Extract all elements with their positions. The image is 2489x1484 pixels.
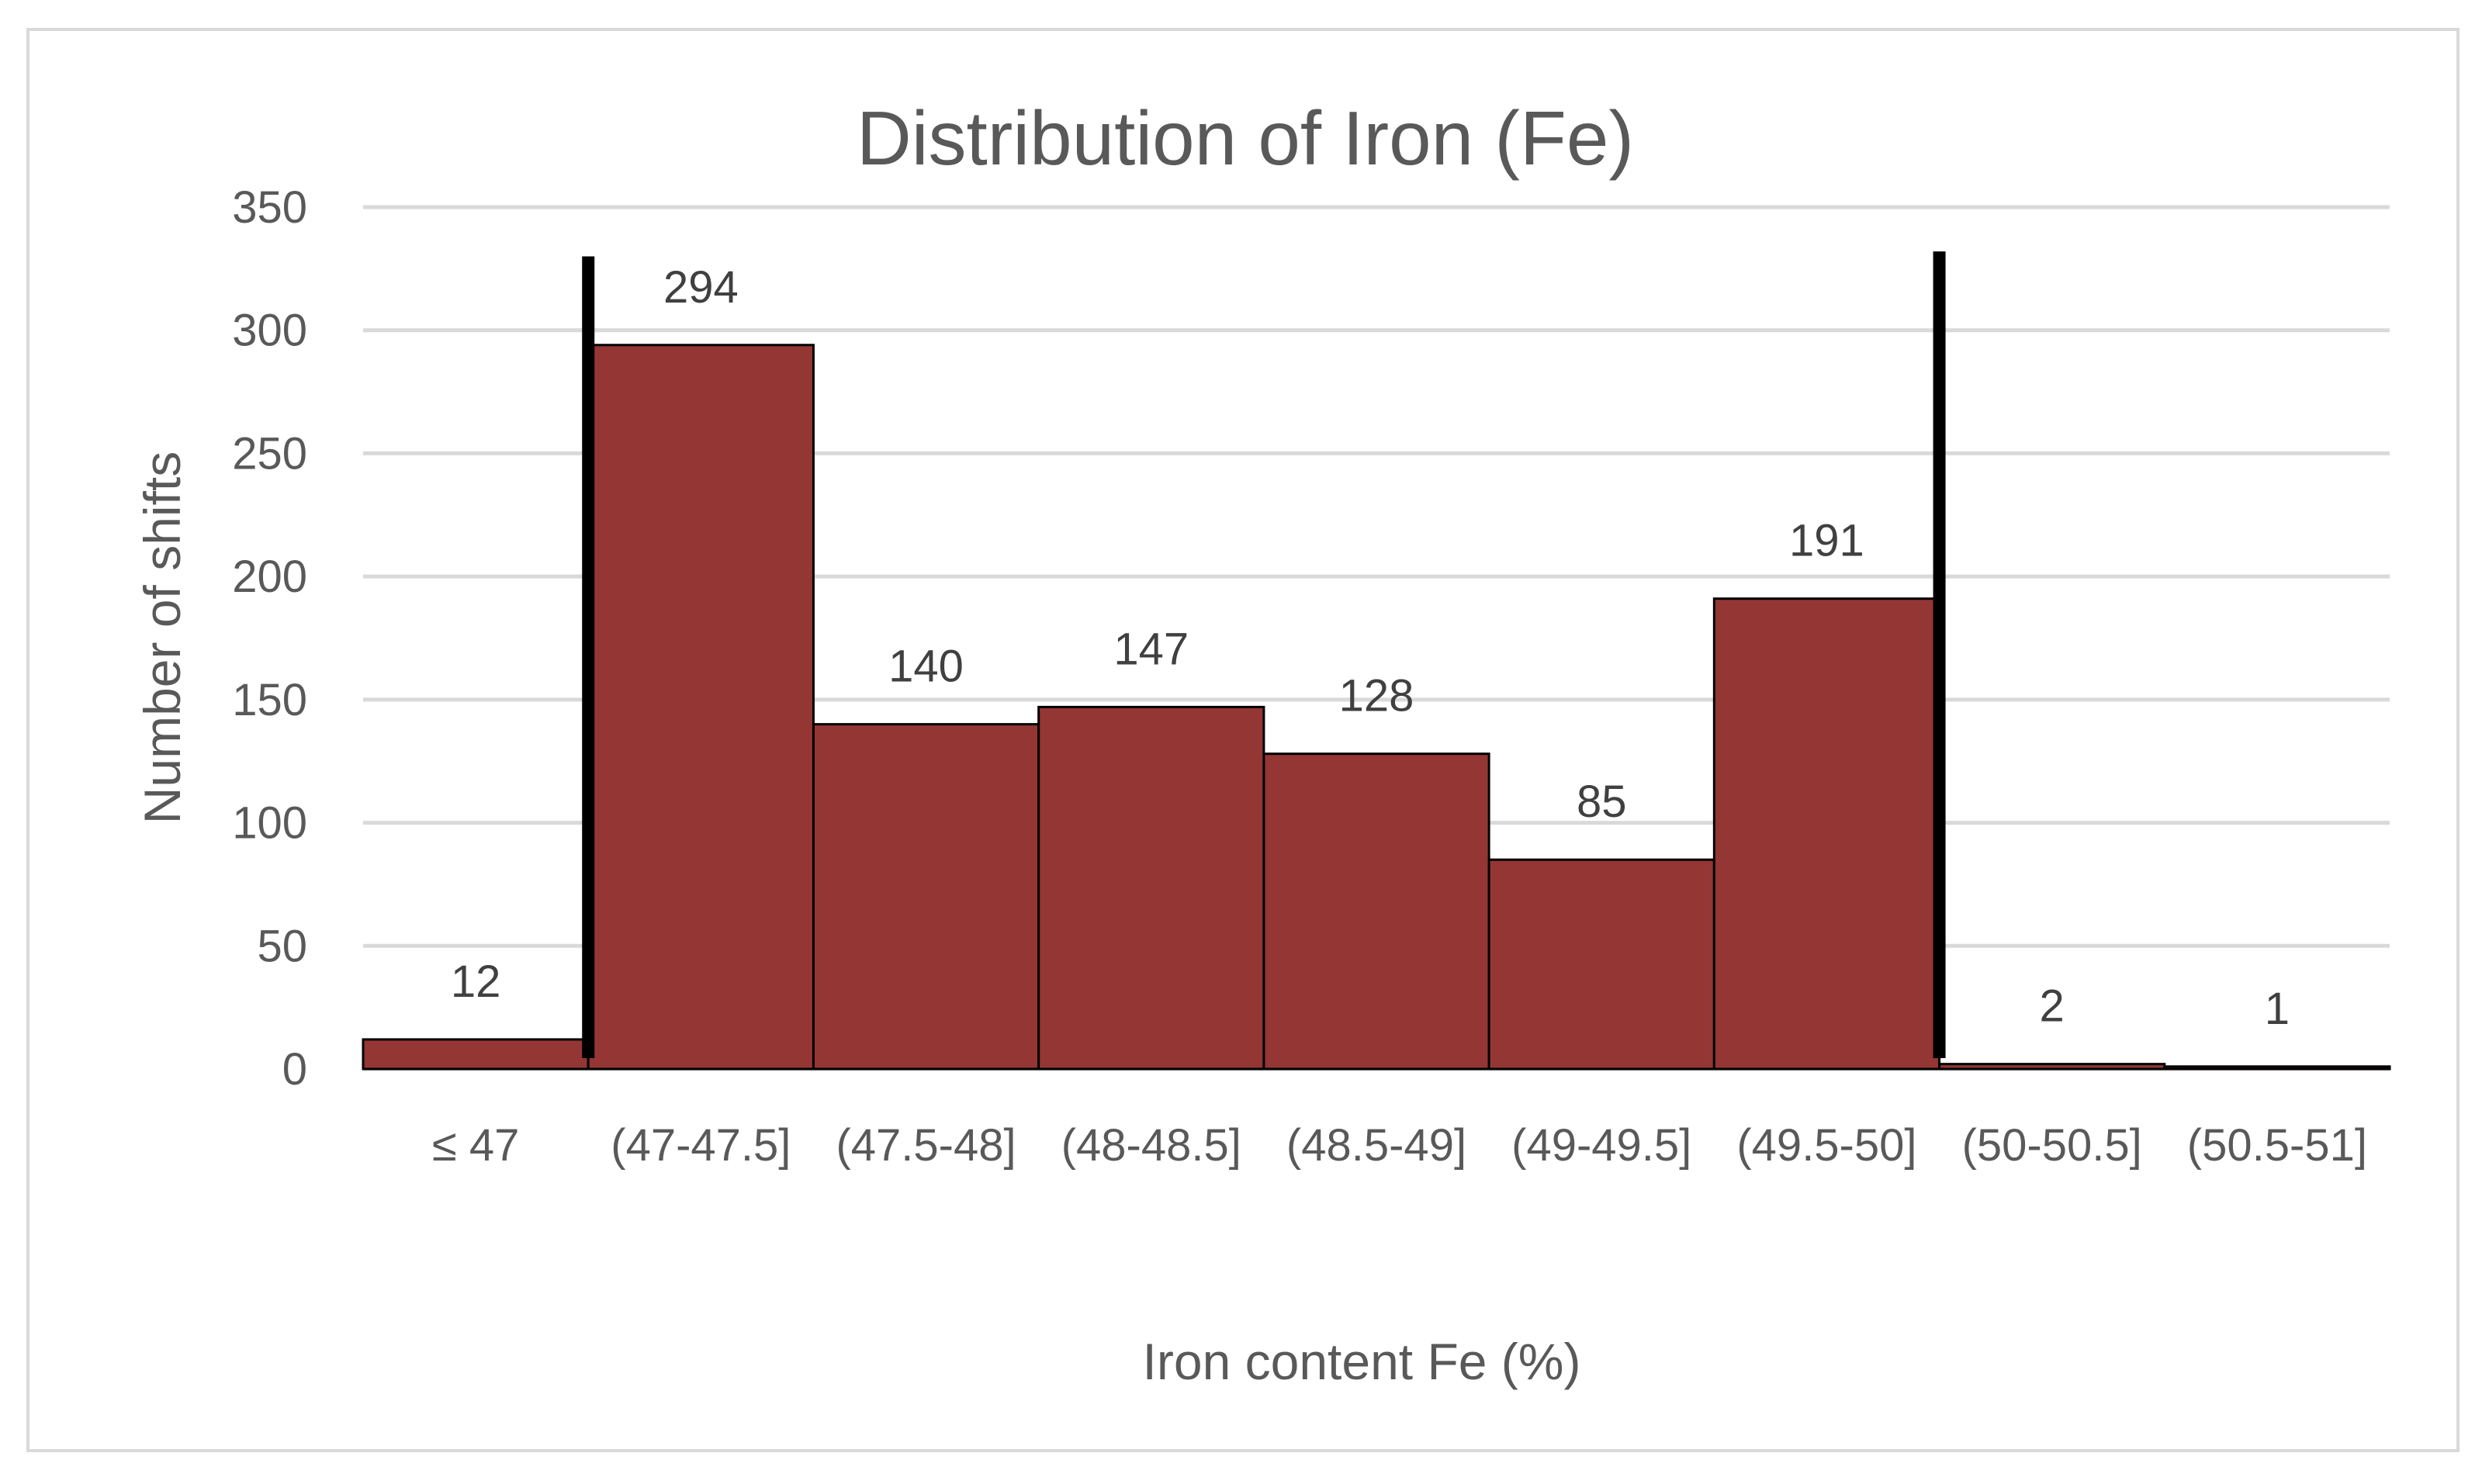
- x-tick-label: (48.5-49]: [1286, 1120, 1466, 1171]
- y-tick-label: 300: [232, 306, 307, 356]
- data-label: 294: [663, 262, 739, 313]
- y-tick-label: 150: [232, 675, 307, 725]
- data-label: 191: [1789, 516, 1864, 566]
- bar: [1487, 858, 1715, 1071]
- data-label: 147: [1113, 624, 1189, 674]
- bar: [587, 344, 815, 1071]
- bar: [2163, 1065, 2391, 1071]
- data-label: 128: [1339, 671, 1414, 721]
- data-label: 2: [2040, 981, 2065, 1032]
- y-tick-label: 250: [232, 428, 307, 479]
- bar: [1938, 1063, 2166, 1071]
- bar: [1037, 705, 1265, 1071]
- y-tick-label: 350: [232, 182, 307, 233]
- bar: [362, 1038, 590, 1071]
- y-axis-ticks: 0 50 100 150 200 250 300 350: [232, 182, 307, 1095]
- x-tick-label: (50-50.5]: [1962, 1120, 2142, 1171]
- y-tick-label: 50: [257, 921, 307, 971]
- bar: [812, 723, 1040, 1071]
- x-tick-label: (49.5-50]: [1736, 1120, 1916, 1171]
- y-axis-title: Number of shifts: [133, 451, 191, 825]
- x-axis-title: Iron content Fe (%): [1143, 1333, 1581, 1390]
- x-tick-label: (48-48.5]: [1061, 1120, 1241, 1171]
- x-tick-label: (47-47.5]: [611, 1120, 791, 1171]
- x-tick-label: (50.5-51]: [2187, 1120, 2367, 1171]
- y-tick-label: 0: [282, 1044, 307, 1095]
- data-label: 1: [2265, 984, 2290, 1034]
- y-tick-label: 200: [232, 552, 307, 602]
- chart-title: Distribution of Iron (Fe): [857, 95, 1634, 181]
- x-tick-label: (49-49.5]: [1511, 1120, 1691, 1171]
- data-labels: 12 294 140 147 128 85 191 2 1: [451, 262, 2290, 1034]
- reference-lines: [582, 251, 1946, 1058]
- x-tick-label: ≤ 47: [432, 1120, 519, 1171]
- x-tick-label: (47.5-48]: [836, 1120, 1016, 1171]
- x-axis-ticks: ≤ 47 (47-47.5] (47.5-48] (48-48.5] (48.5-49]…: [432, 1120, 2367, 1171]
- data-label: 85: [1577, 777, 1627, 827]
- bar: [1712, 597, 1941, 1071]
- data-label: 140: [888, 642, 964, 692]
- data-label: 12: [451, 956, 501, 1007]
- bar: [1262, 752, 1490, 1071]
- bars: [362, 344, 2391, 1071]
- y-tick-label: 100: [232, 798, 307, 849]
